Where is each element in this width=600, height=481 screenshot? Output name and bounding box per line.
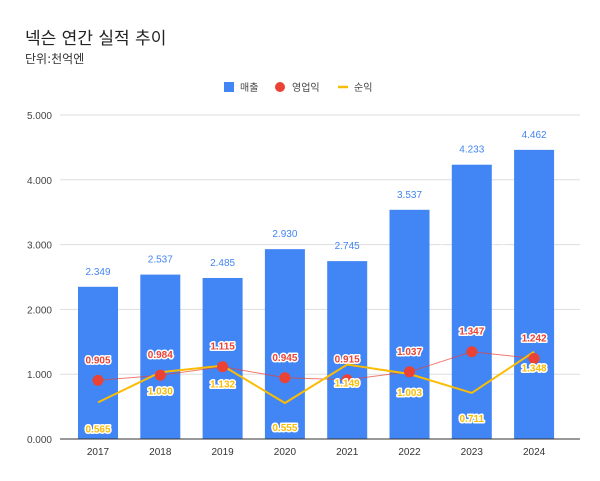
chart-title: 넥슨 연간 실적 추이 [25, 29, 167, 49]
chart-subtitle: 단위:천억엔 [25, 52, 85, 66]
op-point [404, 366, 415, 378]
net-value-label: 1.132 [210, 380, 235, 391]
op-point [217, 361, 229, 373]
net-value-label: 1.149 [335, 379, 360, 390]
net-value-label: 0.555 [272, 423, 297, 434]
net-value-label: 1.003 [397, 388, 422, 399]
bar-2018 [140, 274, 181, 439]
bar-2017 [78, 286, 118, 439]
bar-value-label: 2.745 [335, 241, 360, 252]
net-value-label: 0.711 [460, 414, 485, 425]
series-line-net [97, 350, 535, 405]
legend-swatch-revenue [224, 82, 234, 92]
legend-swatch-op [275, 82, 285, 92]
bar-value-label: 4.233 [459, 145, 484, 156]
bar-value-label: 3.537 [397, 190, 422, 201]
op-value-label: 0.915 [335, 355, 360, 366]
op-point [92, 374, 104, 386]
op-value-label: 0.984 [148, 350, 173, 361]
bar-2022 [389, 209, 430, 439]
op-value-label: 1.347 [459, 327, 484, 338]
y-tick-label: 3.000 [27, 241, 52, 252]
y-tick-label: 4.000 [27, 176, 52, 187]
x-tick-label: 2024 [523, 447, 546, 458]
bar-2023 [451, 164, 492, 439]
y-tick-label: 0.000 [27, 435, 52, 446]
net-value-label: 0.565 [85, 424, 110, 435]
bar-2020 [264, 249, 305, 439]
x-tick-label: 2019 [211, 447, 234, 458]
x-tick-label: 2023 [461, 447, 484, 458]
op-value-label: 1.037 [397, 347, 422, 358]
bar-value-label: 2.537 [148, 255, 173, 266]
legend-label: 영업익 [292, 81, 320, 94]
x-tick-label: 2017 [87, 447, 110, 458]
y-tick-label: 5.000 [27, 111, 52, 122]
series-line-op [97, 351, 535, 381]
bar-2021 [327, 261, 368, 439]
net-value-label: 1.030 [148, 386, 173, 397]
op-value-label: 0.945 [272, 353, 297, 364]
legend-label: 매출 [240, 82, 258, 94]
y-tick-label: 2.000 [27, 305, 52, 316]
x-tick-label: 2018 [149, 447, 172, 458]
bar-value-label: 2.349 [85, 267, 110, 278]
bar-value-label: 2.930 [272, 229, 297, 240]
op-value-label: 1.242 [522, 334, 547, 345]
bar-2019 [202, 277, 243, 439]
net-value-label: 1.348 [522, 364, 547, 375]
legend-label: 순익 [354, 82, 372, 94]
op-point [466, 346, 478, 358]
x-tick-label: 2021 [336, 447, 359, 458]
y-tick-label: 1.000 [27, 370, 52, 381]
op-point [279, 372, 291, 384]
op-value-label: 0.905 [85, 355, 110, 366]
bar-value-label: 2.485 [210, 258, 235, 269]
op-value-label: 1.115 [210, 342, 235, 353]
bar-value-label: 4.462 [522, 130, 547, 141]
x-tick-label: 2022 [398, 447, 421, 458]
op-point [154, 369, 166, 381]
op-point [341, 374, 353, 386]
bar-2024 [514, 149, 555, 439]
x-tick-label: 2020 [274, 447, 297, 458]
op-point [528, 353, 540, 365]
